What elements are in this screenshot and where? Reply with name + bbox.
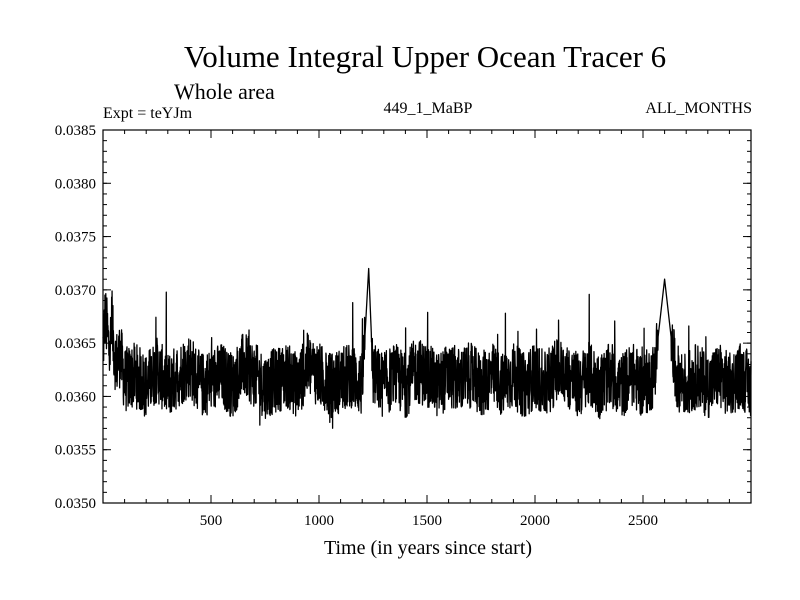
x-tick-label: 500	[200, 513, 223, 529]
y-axis-labels: 0.0350 0.0355 0.0360 0.0365 0.0370 0.0375 0.03…	[55, 123, 96, 512]
series-group	[102, 267, 752, 429]
y-tick-label: 0.0355	[55, 443, 96, 459]
center-label: 449_1_MaBP	[384, 100, 473, 117]
axis-ticks	[103, 129, 751, 504]
x-tick-label: 1000	[304, 513, 334, 529]
series-line	[102, 267, 752, 429]
y-tick-label: 0.0365	[55, 336, 96, 352]
x-tick-label: 2500	[628, 513, 658, 529]
chart-title: Volume Integral Upper Ocean Tracer 6	[184, 39, 666, 74]
y-tick-label: 0.0380	[55, 176, 96, 192]
right-label: ALL_MONTHS	[645, 100, 752, 117]
y-tick-label: 0.0360	[55, 389, 96, 405]
expt-label: Expt = teYJm	[103, 105, 193, 122]
x-tick-label: 2000	[520, 513, 550, 529]
chart-subtitle: Whole area	[174, 79, 275, 104]
x-tick-label: 1500	[412, 513, 442, 529]
y-tick-label: 0.0350	[55, 496, 96, 512]
x-axis-labels: 500 1000 1500 2000 2500	[200, 513, 658, 529]
x-axis-title: Time (in years since start)	[324, 537, 532, 559]
y-tick-label: 0.0370	[55, 283, 96, 299]
y-tick-label: 0.0375	[55, 230, 96, 246]
y-tick-label: 0.0385	[55, 123, 96, 139]
